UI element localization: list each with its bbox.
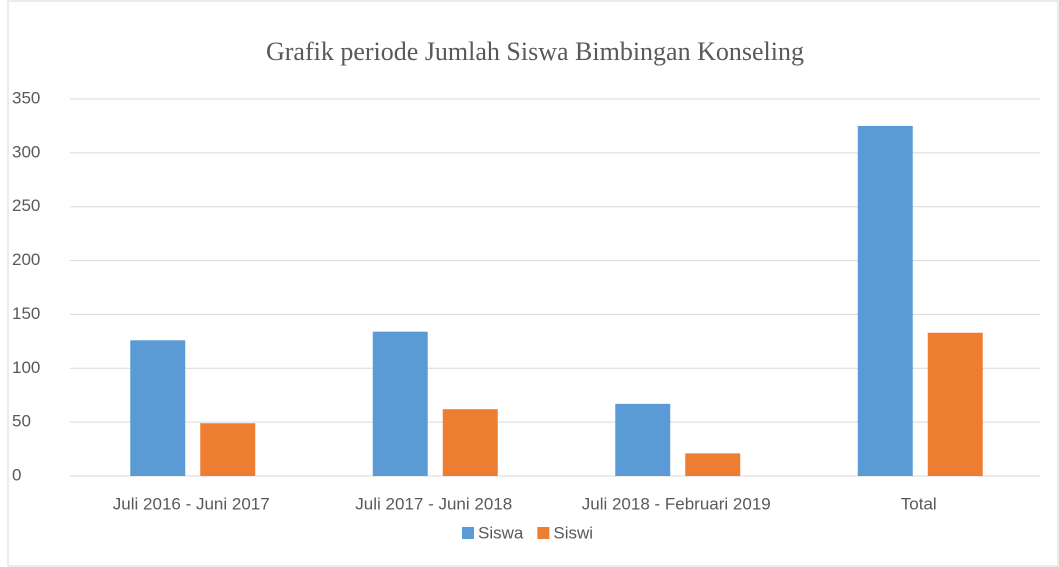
bar [200,423,255,476]
bar [685,453,740,476]
y-tick-label: 300 [12,142,40,161]
x-tick-label: Juli 2017 - Juni 2018 [355,494,512,513]
legend-swatch [462,527,474,539]
bar [443,409,498,476]
legend-label: Siswi [553,523,593,542]
y-tick-label: 350 [12,88,40,107]
bar [615,404,670,476]
x-tick-label: Juli 2016 - Juni 2017 [113,494,270,513]
y-tick-label: 0 [12,465,21,484]
legend-label: Siswa [478,523,524,542]
y-tick-label: 200 [12,250,40,269]
y-tick-label: 50 [12,412,31,431]
y-tick-label: 250 [12,196,40,215]
bar [130,340,185,476]
x-tick-label: Juli 2018 - Februari 2019 [582,494,771,513]
bar [858,126,913,476]
y-tick-label: 150 [12,304,40,323]
y-tick-label: 100 [12,358,40,377]
legend-swatch [537,527,549,539]
chart: Grafik periode Jumlah Siswa Bimbingan Ko… [0,0,1059,567]
bar [928,333,983,476]
chart-title: Grafik periode Jumlah Siswa Bimbingan Ko… [266,37,804,66]
x-tick-label: Total [901,494,937,513]
bar [373,332,428,476]
